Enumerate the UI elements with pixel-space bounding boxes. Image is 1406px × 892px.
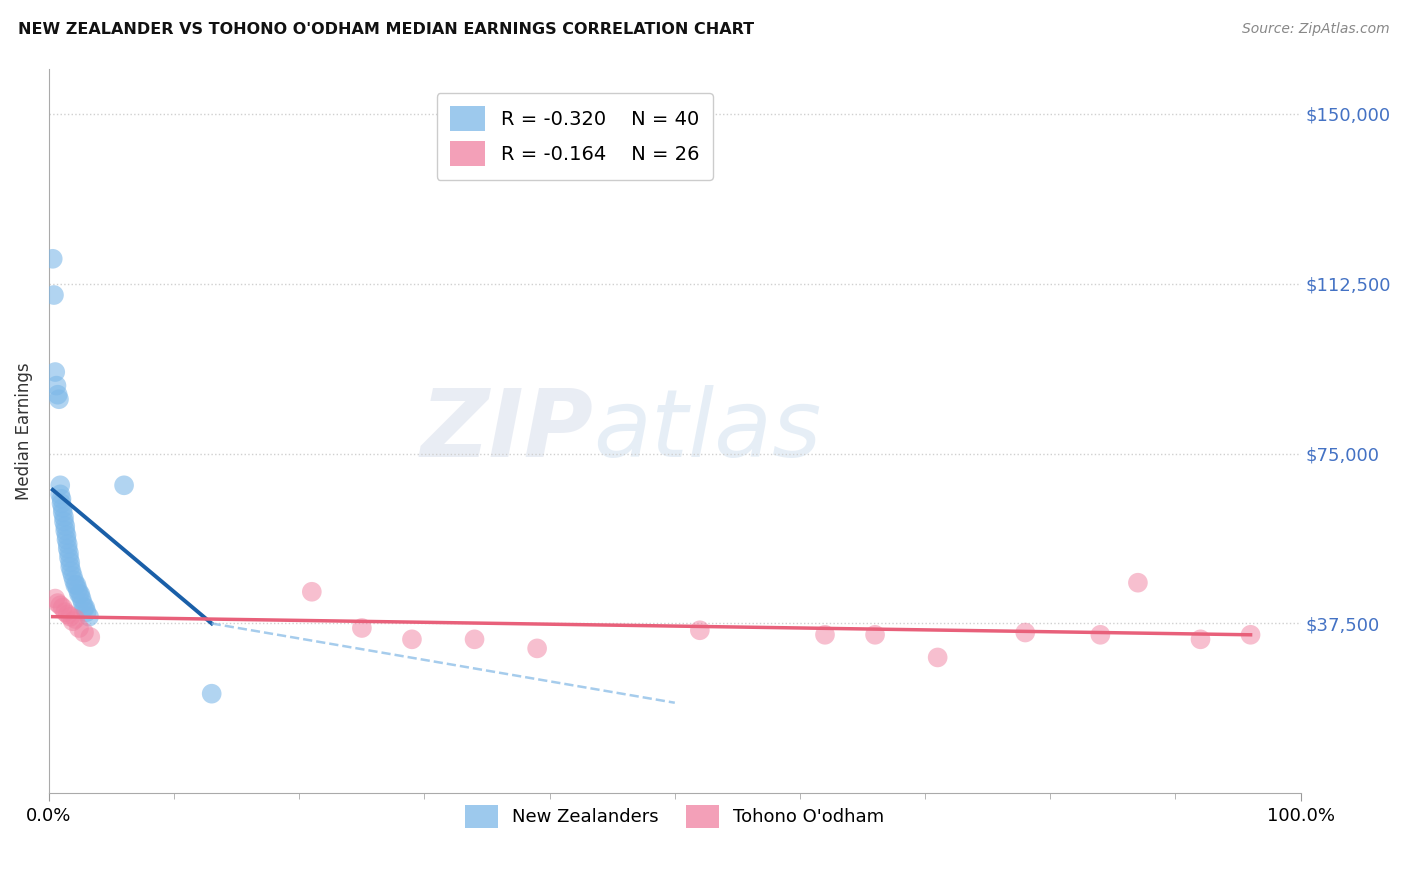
Point [48, 392, 70, 407]
Point [70, 591, 93, 606]
Point [51, 491, 73, 506]
Text: NEW ZEALANDER VS TOHONO O'ODHAM MEDIAN EARNINGS CORRELATION CHART: NEW ZEALANDER VS TOHONO O'ODHAM MEDIAN E… [18, 22, 755, 37]
Point [56, 607, 79, 622]
Point [526, 641, 548, 656]
Point [49, 599, 72, 613]
Point [62, 614, 84, 628]
Point [814, 628, 837, 642]
Text: atlas: atlas [593, 385, 821, 476]
Point [112, 478, 135, 492]
Point [49, 478, 72, 492]
Point [65, 612, 87, 626]
Point [55, 533, 77, 547]
Point [42, 252, 65, 266]
Point [52, 600, 75, 615]
Point [464, 632, 486, 647]
Point [301, 584, 323, 599]
Point [56, 537, 79, 551]
Point [62, 569, 84, 583]
Point [77, 609, 100, 624]
Point [53, 524, 76, 538]
Point [51, 496, 73, 510]
Point [75, 600, 97, 615]
Point [42, 288, 65, 302]
Point [201, 687, 224, 701]
Point [67, 587, 90, 601]
Point [67, 621, 90, 635]
Point [58, 550, 80, 565]
Point [863, 628, 886, 642]
Point [49, 487, 72, 501]
Point [401, 632, 423, 647]
Point [1239, 628, 1261, 642]
Text: Source: ZipAtlas.com: Source: ZipAtlas.com [1241, 22, 1389, 37]
Point [73, 600, 96, 615]
Point [53, 510, 76, 524]
Point [66, 582, 89, 597]
Point [69, 587, 91, 601]
Point [65, 578, 87, 592]
Point [1189, 632, 1212, 647]
Point [72, 596, 94, 610]
Point [53, 519, 76, 533]
Point [60, 565, 83, 579]
Legend: New Zealanders, Tohono O'odham: New Zealanders, Tohono O'odham [458, 797, 891, 835]
Text: ZIP: ZIP [420, 385, 593, 477]
Point [56, 541, 79, 556]
Point [1090, 628, 1112, 642]
Point [59, 555, 82, 569]
Point [65, 578, 87, 592]
Point [1014, 625, 1036, 640]
Point [52, 500, 75, 515]
Point [44, 591, 66, 606]
Point [350, 621, 373, 635]
Point [52, 506, 75, 520]
Point [63, 574, 86, 588]
Point [53, 605, 76, 619]
Point [55, 528, 77, 542]
Point [44, 365, 66, 379]
Y-axis label: Median Earnings: Median Earnings [15, 362, 32, 500]
Point [59, 609, 82, 624]
Point [73, 625, 96, 640]
Point [76, 605, 98, 619]
Point [59, 559, 82, 574]
Point [53, 515, 76, 529]
Point [927, 650, 949, 665]
Point [46, 387, 69, 401]
Point [689, 624, 711, 638]
Point [46, 596, 69, 610]
Point [45, 378, 67, 392]
Point [1126, 575, 1149, 590]
Point [79, 630, 101, 644]
Point [58, 546, 80, 560]
